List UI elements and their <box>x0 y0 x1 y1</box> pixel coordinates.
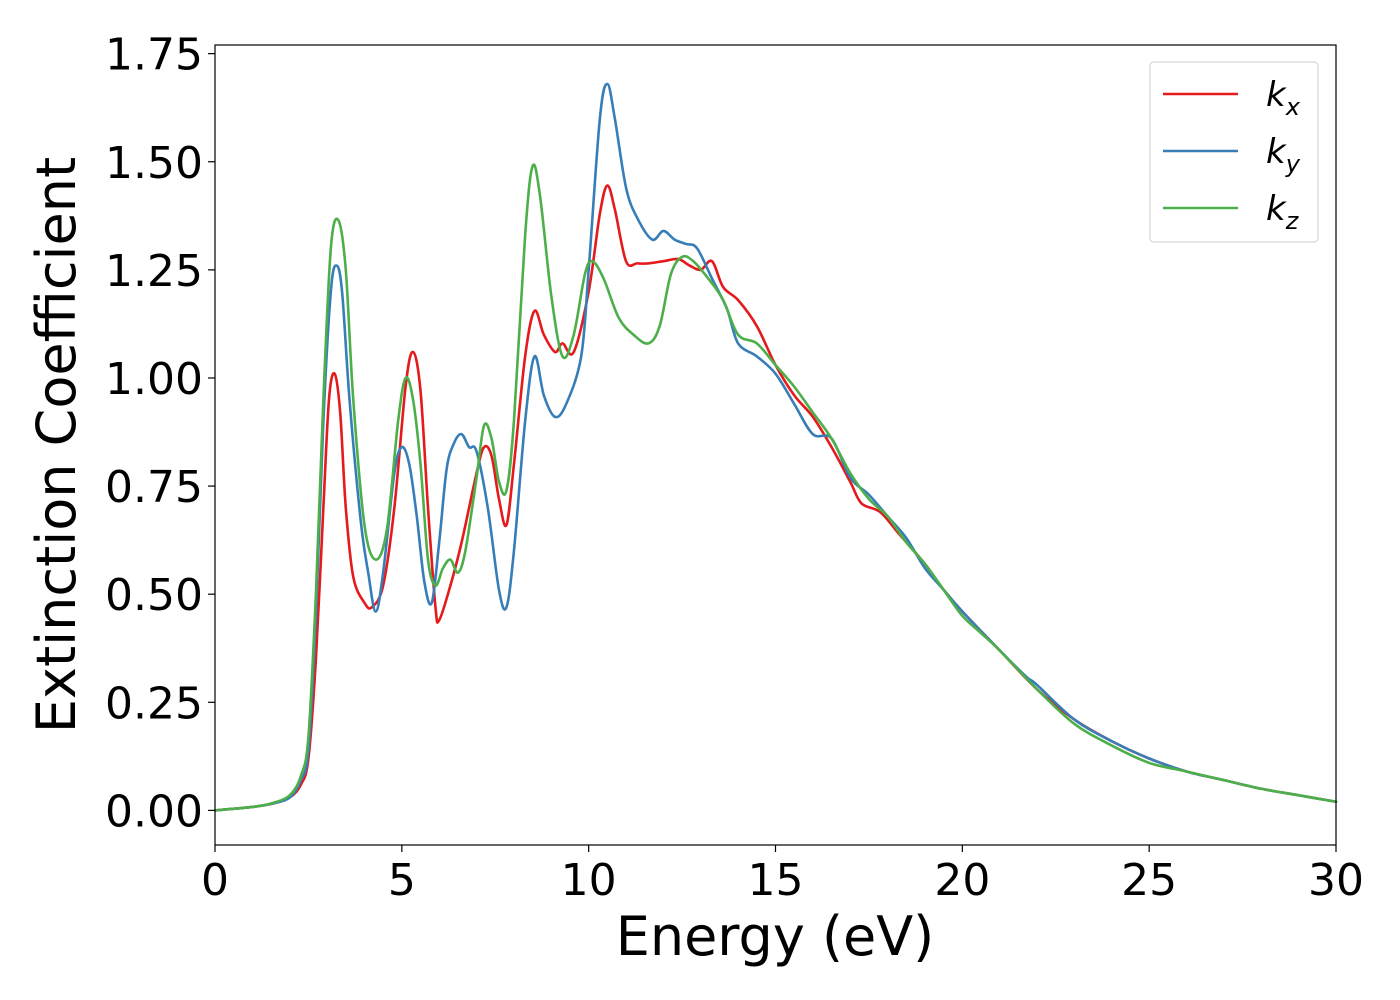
y-tick-label: 0.25 <box>105 678 203 729</box>
legend-label-kz: kz <box>1266 189 1300 235</box>
series-line-kz <box>213 163 1338 812</box>
plot-area <box>215 45 1336 845</box>
y-tick-label: 1.25 <box>105 246 203 297</box>
y-axis-label: Extinction Coefficient <box>25 157 88 733</box>
x-tick-label: 10 <box>561 855 617 906</box>
legend-label-kx: kx <box>1266 75 1301 121</box>
legend-label-subscript: z <box>1285 207 1300 235</box>
series-line-ky <box>213 82 1338 812</box>
legend-label-subscript: x <box>1285 93 1301 121</box>
y-tick-label: 0.50 <box>105 570 203 621</box>
x-tick-label: 30 <box>1308 855 1364 906</box>
legend-label-base: k <box>1266 132 1287 172</box>
y-tick-label: 0.00 <box>105 786 203 837</box>
legend-label-subscript: y <box>1285 150 1301 178</box>
x-axis-label: Energy (eV) <box>616 905 935 968</box>
y-axis-ticks: 0.00 0.25 0.50 0.75 1.00 1.25 1.50 1.75 <box>105 30 215 837</box>
series-layer <box>213 82 1338 812</box>
x-tick-label: 0 <box>201 855 229 906</box>
legend-label-base: k <box>1266 189 1287 229</box>
y-tick-label: 1.00 <box>105 354 203 405</box>
legend-label-base: k <box>1266 75 1287 115</box>
legend-label-ky: ky <box>1266 132 1301 178</box>
x-tick-label: 20 <box>934 855 990 906</box>
x-tick-label: 25 <box>1121 855 1177 906</box>
y-tick-label: 0.75 <box>105 462 203 513</box>
x-tick-label: 5 <box>388 855 416 906</box>
y-tick-label: 1.75 <box>105 30 203 81</box>
y-tick-label: 1.50 <box>105 138 203 189</box>
x-axis-ticks: 0 5 10 15 20 25 30 <box>201 845 1364 906</box>
x-tick-label: 15 <box>748 855 804 906</box>
